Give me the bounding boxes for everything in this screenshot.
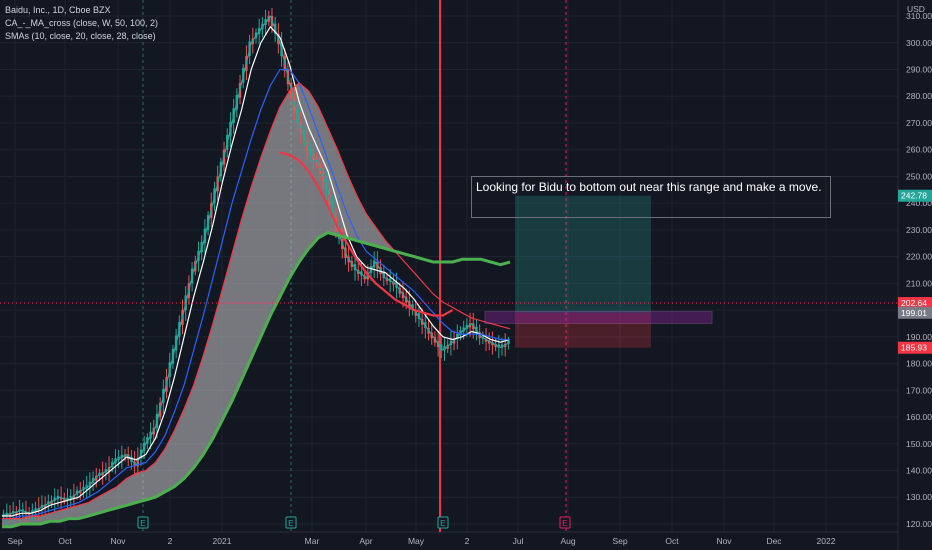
y-tick-label: 120.00 [906, 519, 932, 529]
x-tick-label: Sep [7, 536, 22, 546]
x-tick-label: 2 [465, 536, 470, 546]
earnings-marker [559, 516, 571, 529]
y-tick-label: 130.00 [906, 492, 932, 502]
candle-body [21, 509, 24, 512]
candle-body [8, 513, 12, 516]
candle-body [504, 343, 507, 348]
candle-body [43, 504, 47, 508]
price-tag-label: 242.78 [901, 191, 927, 201]
x-tick-label: 2021 [213, 536, 232, 546]
x-tick-label: Aug [560, 536, 575, 546]
earnings-marker [137, 516, 149, 529]
annotation-text: Looking for Bidu to bottom out near this… [476, 180, 822, 194]
x-tick-label: Sep [612, 536, 627, 546]
y-tick-label: 260.00 [906, 145, 932, 155]
price-tag [898, 297, 932, 310]
earnings-marker-label: E [562, 518, 568, 528]
earnings-marker [285, 516, 297, 529]
x-tick-label: 2 [168, 536, 173, 546]
price-tag [898, 341, 932, 354]
series-line-1 [2, 26, 511, 517]
y-tick-label: 140.00 [906, 466, 932, 476]
series-line-4 [279, 151, 454, 317]
candle-body [385, 278, 389, 282]
candle-body [2, 513, 5, 516]
x-tick-label: May [408, 536, 425, 546]
series-line-5 [2, 231, 511, 529]
candle-body [59, 497, 63, 500]
y-tick-label: 220.00 [906, 252, 932, 262]
y-tick-label: 170.00 [906, 385, 932, 395]
y-tick-label: 290.00 [906, 65, 932, 75]
earnings-marker-label: E [288, 518, 294, 528]
x-tick-label: Nov [716, 536, 732, 546]
x-tick-label: Mar [305, 536, 320, 546]
y-tick-label: 310.00 [906, 11, 932, 21]
price-tag [898, 189, 932, 202]
y-tick-label: 280.00 [906, 91, 932, 101]
y-tick-label: 150.00 [906, 439, 932, 449]
series-line-2 [2, 68, 510, 520]
candle-body [85, 485, 88, 489]
y-tick-label: 240.00 [906, 198, 932, 208]
y-tick-label: 190.00 [906, 332, 932, 342]
price-tag-label: 185.93 [901, 343, 927, 353]
earnings-marker-label: E [440, 518, 446, 528]
candle-body [11, 511, 15, 514]
ma-cloud-fill [2, 82, 510, 527]
candle-body [18, 509, 21, 512]
candle-body [5, 512, 8, 516]
candle-body [24, 511, 28, 514]
currency-label: USD [907, 4, 925, 14]
candle-body [31, 510, 34, 514]
series-line-3 [2, 82, 511, 520]
series-line-0 [1, 15, 511, 517]
candle-body [82, 486, 85, 491]
y-tick-label: 250.00 [906, 171, 932, 181]
x-tick-label: Oct [665, 536, 679, 546]
y-tick-label: 210.00 [906, 278, 932, 288]
indicator-ma-cross: CA_-_MA_cross (close, W, 50, 100, 2) [5, 18, 159, 28]
y-tick-label: 230.00 [906, 225, 932, 235]
profit-zone [515, 195, 651, 313]
range-highlight [484, 310, 713, 324]
candle-body [37, 507, 40, 512]
symbol-title: Baidu, Inc., 1D, Cboe BZX [5, 5, 111, 15]
y-tick-label: 160.00 [906, 412, 932, 422]
x-tick-label: Jul [513, 536, 524, 546]
chart-legend: Baidu, Inc., 1D, Cboe BZX CA_-_MA_cross … [5, 4, 158, 43]
loss-zone [515, 312, 651, 348]
y-tick-label: 180.00 [906, 359, 932, 369]
price-tag-label: 202.64 [901, 298, 927, 308]
y-tick-label: 300.00 [906, 38, 932, 48]
y-tick-label: 270.00 [906, 118, 932, 128]
candle-body [66, 497, 69, 500]
price-tag [898, 306, 932, 319]
x-tick-label: 2022 [817, 536, 836, 546]
x-tick-label: Nov [110, 536, 126, 546]
earnings-marker [437, 516, 449, 529]
candle-body [15, 511, 18, 514]
indicator-smas: SMAs (10, close, 20, close, 28, close) [5, 31, 156, 41]
candle-body [63, 498, 66, 501]
price-tag-label: 199.01 [901, 308, 927, 318]
annotation-box[interactable]: Looking for Bidu to bottom out near this… [471, 176, 831, 218]
x-tick-label: Oct [58, 536, 72, 546]
x-tick-label: Dec [766, 536, 782, 546]
earnings-marker-label: E [140, 518, 146, 528]
x-tick-label: Apr [359, 536, 372, 546]
